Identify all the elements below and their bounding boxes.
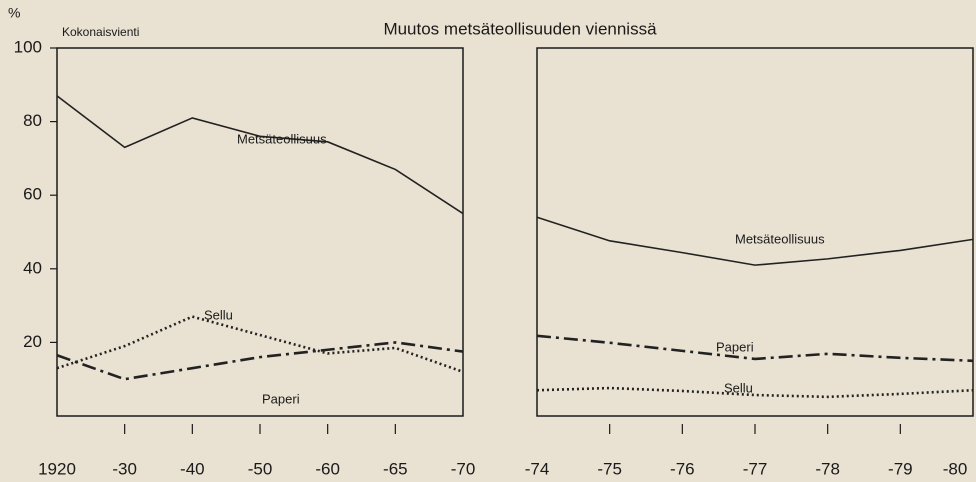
y-tick-label: 80	[23, 111, 42, 130]
series-line	[536, 216, 974, 266]
plot-frame	[56, 47, 464, 417]
y-tick-label: 40	[23, 258, 42, 277]
series-label: Paperi	[262, 391, 300, 406]
series-line	[536, 334, 974, 363]
x-tick-label: -50	[248, 459, 273, 478]
series-label: Metsäteollisuus	[735, 231, 825, 246]
x-tick-label: -75	[597, 459, 622, 478]
x-tick-label: -79	[888, 459, 913, 478]
x-tick-label: -40	[180, 459, 205, 478]
subtitle: Kokonaisvienti	[62, 25, 139, 39]
x-tick-label: 1920	[38, 459, 76, 478]
series-line	[56, 95, 464, 215]
y-tick-label: 60	[23, 185, 42, 204]
y-axis-label: %	[8, 5, 20, 21]
chart-title: Muutos metsäteollisuuden viennissä	[383, 19, 657, 38]
series-line	[56, 341, 464, 381]
series-label: Sellu	[724, 380, 753, 395]
x-tick-label: -78	[815, 459, 840, 478]
series-label: Paperi	[716, 339, 754, 354]
x-tick-label: -80	[943, 459, 968, 478]
series-line	[56, 315, 464, 374]
y-tick-label: 20	[23, 332, 42, 351]
plot-frame	[536, 47, 974, 417]
y-tick-label: 100	[14, 37, 42, 56]
x-tick-label: -60	[315, 459, 340, 478]
x-tick-label: -65	[383, 459, 408, 478]
x-tick-label: -76	[670, 459, 695, 478]
x-tick-label: -74	[525, 459, 550, 478]
x-tick-label: -77	[743, 459, 768, 478]
series-label: Sellu	[204, 307, 233, 322]
x-tick-label: -70	[451, 459, 476, 478]
series-label: Metsäteollisuus	[237, 131, 327, 146]
x-tick-label: -30	[112, 459, 137, 478]
